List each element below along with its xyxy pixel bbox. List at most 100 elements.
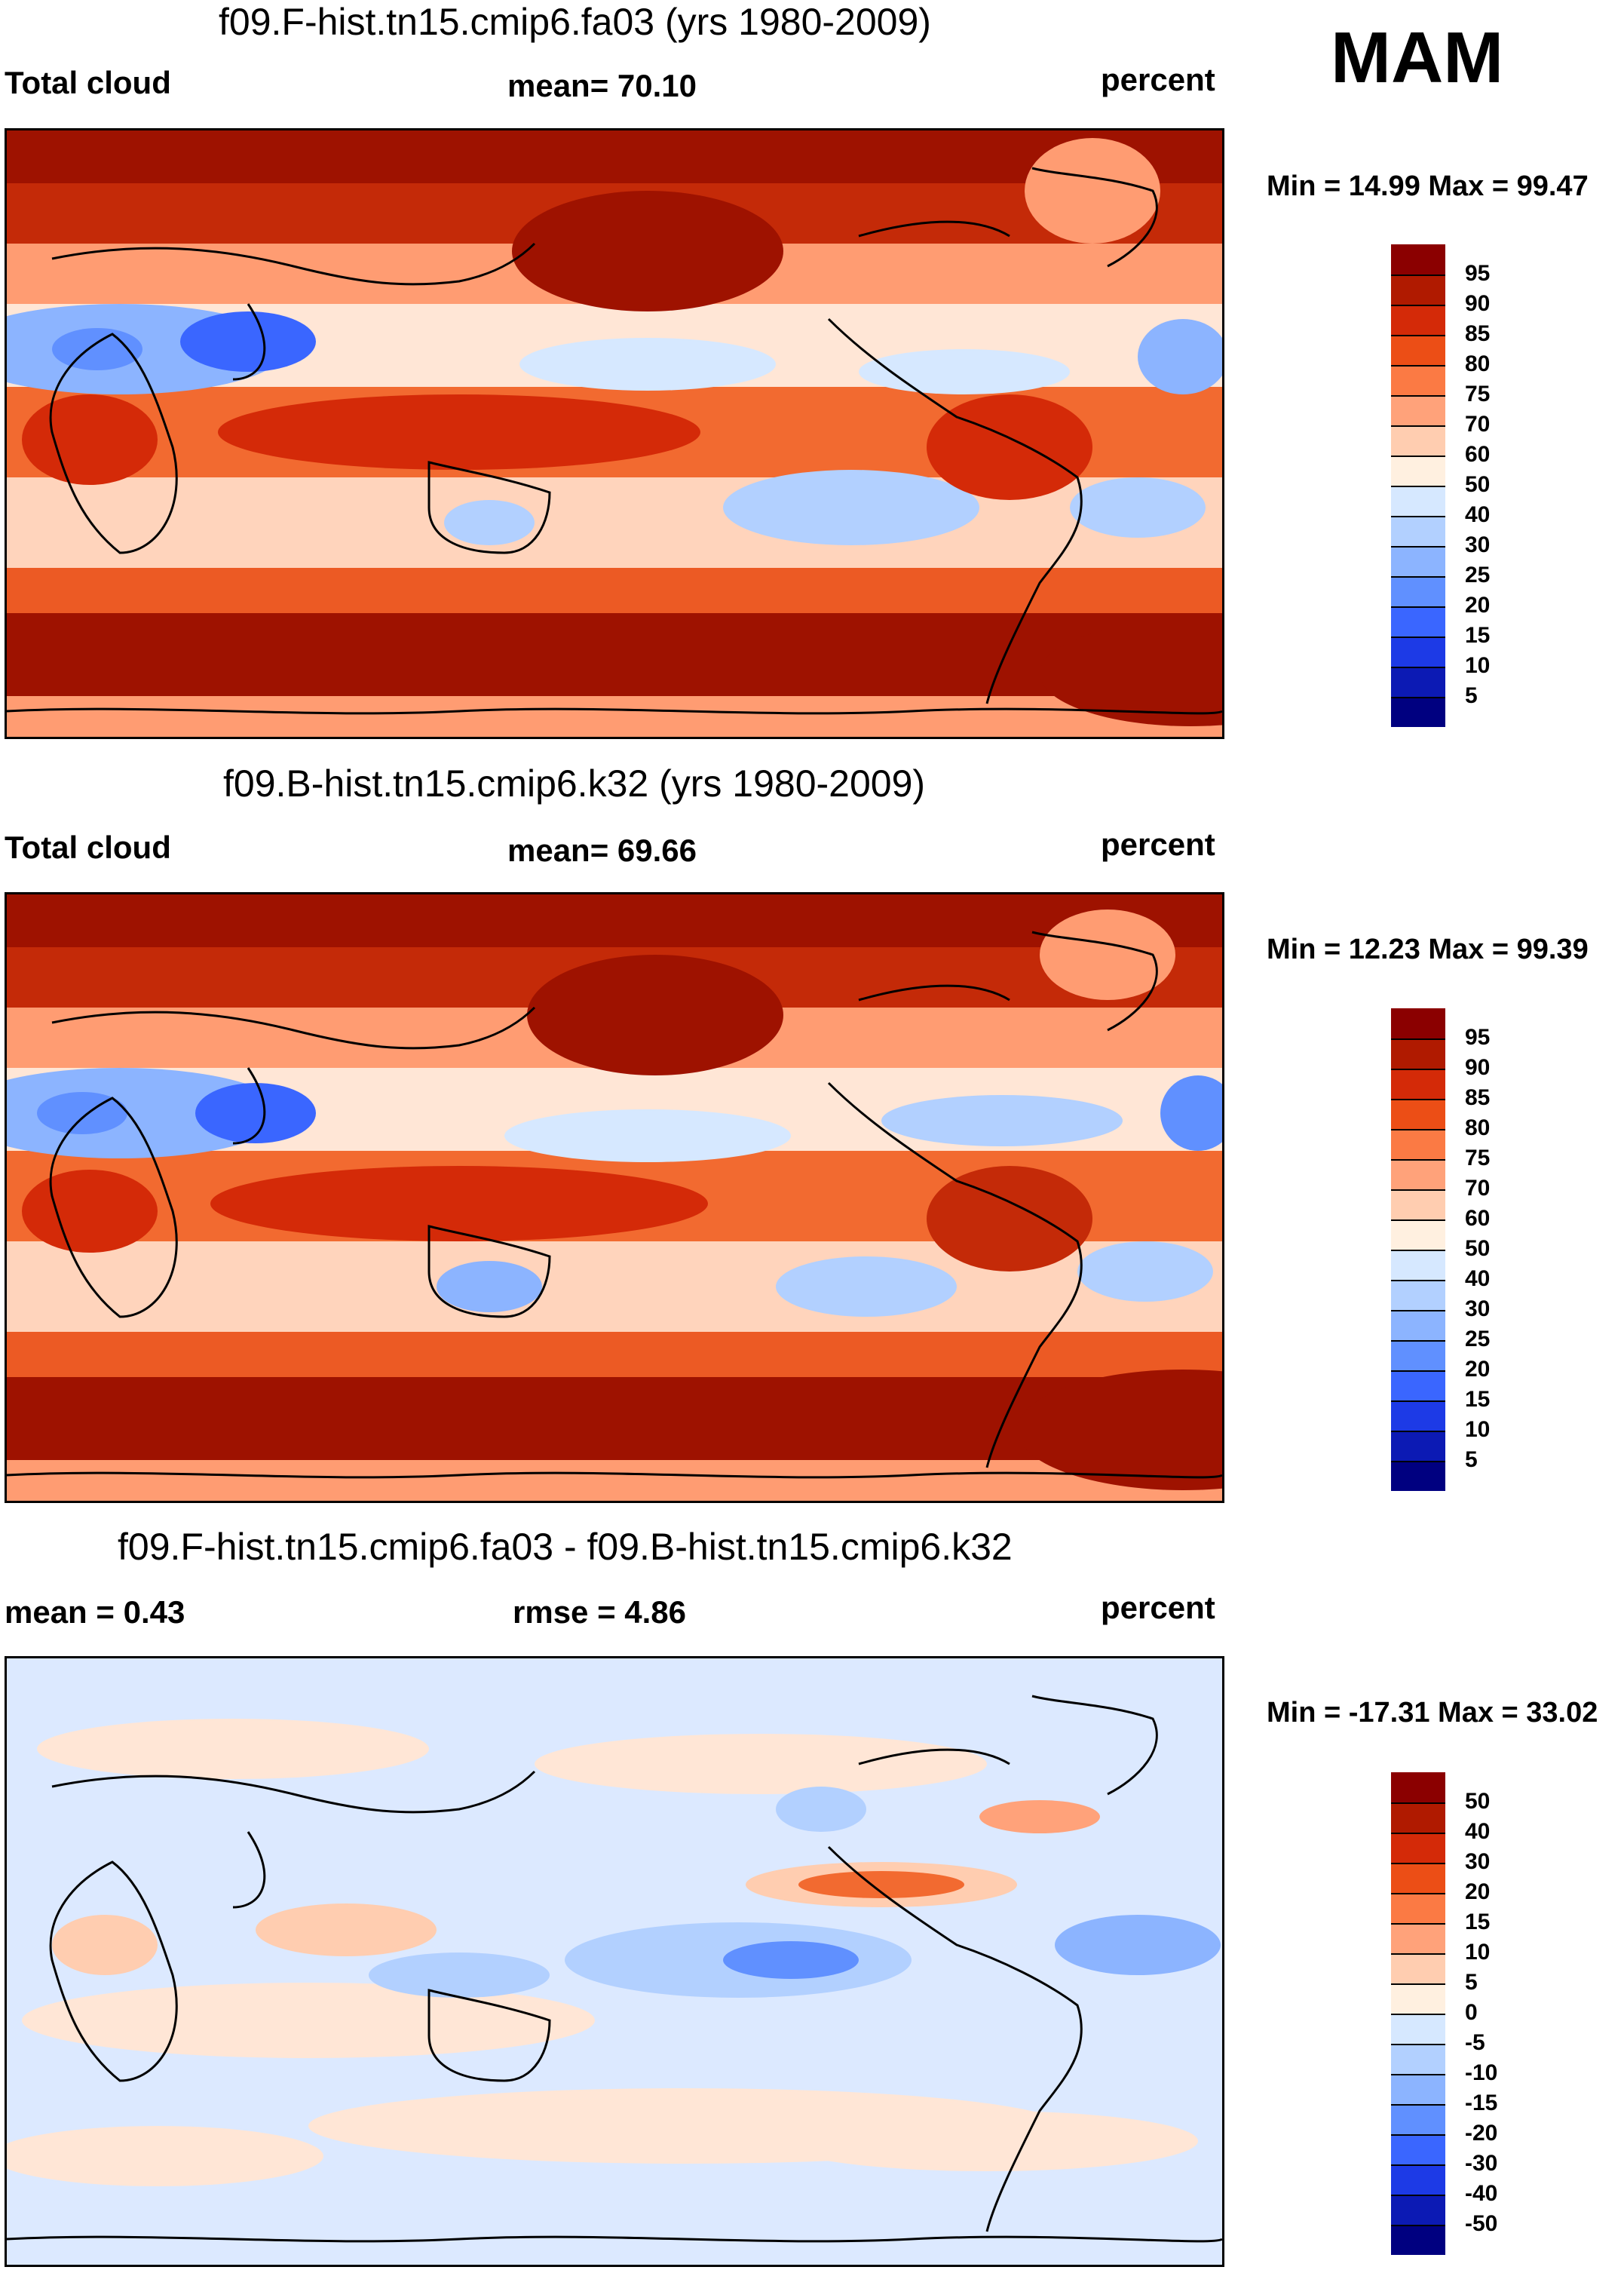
panel-3-map: [5, 1656, 1224, 2267]
panel-3-colorbar-label: -5: [1465, 2030, 1485, 2055]
panel-1-colorbar-swatch: [1391, 425, 1445, 456]
panel-1-colorbar-swatch: [1391, 697, 1445, 727]
panel-2-colorbar-label: 95: [1465, 1025, 1491, 1050]
panel-3-colorbar-swatch: [1391, 1953, 1445, 1983]
panel-1-title: f09.F-hist.tn15.cmip6.fa03 (yrs 1980-200…: [219, 1, 931, 43]
panel-1-colorbar-swatch: [1391, 546, 1445, 576]
panel-2-colorbar: 95 90 85 80 75 70 60 50 40 30 25 20 15 10 5: [1391, 1008, 1617, 1491]
panel-3-mean-label: mean = 0.43: [5, 1594, 185, 1630]
panel-1-colorbar-swatch: [1391, 637, 1445, 667]
panel-2-colorbar-swatch: [1391, 1280, 1445, 1310]
panel-2-colorbar-label: 15: [1465, 1387, 1491, 1412]
panel-1-colorbar-label: 60: [1465, 442, 1491, 467]
panel-3-colorbar-swatch: [1391, 1833, 1445, 1863]
panel-2-colorbar-label: 50: [1465, 1236, 1491, 1261]
panel-2-colorbar-swatch: [1391, 1099, 1445, 1129]
panel-3-colorbar-label: -50: [1465, 2211, 1498, 2236]
panel-3-colorbar-label: 10: [1465, 1940, 1491, 1965]
panel-3-colorbar-label: 20: [1465, 1879, 1491, 1904]
panel-3-title: f09.F-hist.tn15.cmip6.fa03 - f09.B-hist.…: [118, 1526, 1013, 1568]
panel-3-rmse-label: rmse = 4.86: [513, 1594, 687, 1630]
panel-3-colorbar-label: -15: [1465, 2091, 1498, 2115]
panel-3-units-label: percent: [1101, 1590, 1215, 1625]
panel-1-colorbar-label: 50: [1465, 472, 1491, 497]
panel-2-colorbar-label: 75: [1465, 1146, 1491, 1170]
panel-2-colorbar-swatch: [1391, 1219, 1445, 1250]
panel-1-map-field: [7, 130, 1222, 737]
season-label: MAM: [1331, 17, 1504, 98]
panel-1-minmax: Min = 14.99 Max = 99.47: [1267, 170, 1589, 202]
panel-2-colorbar-swatch: [1391, 1008, 1445, 1038]
panel-2-colorbar-swatch: [1391, 1400, 1445, 1431]
panel-2-colorbar-swatch: [1391, 1461, 1445, 1491]
panel-2-colorbar-label: 10: [1465, 1417, 1491, 1442]
panel-1-units-label: percent: [1101, 62, 1215, 97]
panel-3-colorbar-label: 15: [1465, 1910, 1491, 1934]
panel-2-colorbar-swatch: [1391, 1038, 1445, 1069]
panel-2-title: f09.B-hist.tn15.cmip6.k32 (yrs 1980-2009…: [223, 762, 926, 805]
panel-1-colorbar-swatch: [1391, 667, 1445, 697]
panel-2-colorbar-label: 20: [1465, 1357, 1491, 1382]
panel-3-colorbar-swatch: [1391, 1983, 1445, 2014]
panel-3-colorbar-label: -30: [1465, 2151, 1498, 2176]
panel-3-colorbar-label: -10: [1465, 2060, 1498, 2085]
panel-3-colorbar-swatch: [1391, 2195, 1445, 2225]
panel-3-colorbar-swatch: [1391, 1893, 1445, 1923]
panel-2-colorbar-swatch: [1391, 1129, 1445, 1159]
panel-3-colorbar-swatch: [1391, 1772, 1445, 1802]
panel-2-colorbar-swatch: [1391, 1069, 1445, 1099]
panel-3-colorbar-swatch: [1391, 2104, 1445, 2134]
panel-1-colorbar-label: 80: [1465, 351, 1491, 376]
panel-1-colorbar-label: 90: [1465, 291, 1491, 316]
panel-1-colorbar-label: 95: [1465, 261, 1491, 286]
panel-2-map-field: [7, 894, 1222, 1501]
panel-2-colorbar-label: 60: [1465, 1206, 1491, 1231]
panel-1-colorbar-label: 75: [1465, 382, 1491, 406]
panel-3-colorbar-label: -20: [1465, 2121, 1498, 2146]
panel-2-colorbar-label: 40: [1465, 1266, 1491, 1291]
panel-3-colorbar-swatch: [1391, 2134, 1445, 2164]
panel-1-mean-label: mean= 70.10: [507, 68, 697, 103]
panel-1-colorbar-swatch: [1391, 456, 1445, 486]
panel-1-map: [5, 128, 1224, 739]
panel-2-colorbar-label: 80: [1465, 1115, 1491, 1140]
panel-2-colorbar-swatch: [1391, 1370, 1445, 1400]
panel-2-units-label: percent: [1101, 827, 1215, 862]
panel-2-colorbar-label: 30: [1465, 1296, 1491, 1321]
panel-1-colorbar-label: 5: [1465, 683, 1478, 708]
panel-1-colorbar-swatch: [1391, 486, 1445, 516]
panel-2-colorbar-label: 25: [1465, 1327, 1491, 1351]
panel-2-colorbar-label: 70: [1465, 1176, 1491, 1201]
panel-3-minmax: Min = -17.31 Max = 33.02: [1267, 1697, 1598, 1729]
panel-3-colorbar: 50 40 30 20 15 10 5 0 -5 -10 -15 -20 -30 -40 -50: [1391, 1772, 1617, 2255]
panel-1-colorbar-swatch: [1391, 305, 1445, 335]
panel-3-map-field: [7, 1658, 1222, 2265]
panel-1-colorbar-label: 25: [1465, 563, 1491, 587]
panel-1-colorbar-swatch: [1391, 365, 1445, 395]
panel-1-colorbar-swatch: [1391, 516, 1445, 546]
panel-3-colorbar-swatch: [1391, 2225, 1445, 2255]
panel-3-colorbar-label: 40: [1465, 1819, 1491, 1844]
panel-1-colorbar-label: 70: [1465, 412, 1491, 437]
panel-2-colorbar-label: 90: [1465, 1055, 1491, 1080]
panel-3-colorbar-label: 0: [1465, 2000, 1478, 2025]
panel-2-colorbar-swatch: [1391, 1431, 1445, 1461]
panel-2-colorbar-swatch: [1391, 1310, 1445, 1340]
panel-3-colorbar-swatch: [1391, 1923, 1445, 1953]
panel-1-colorbar-label: 30: [1465, 532, 1491, 557]
panel-3-colorbar-swatch: [1391, 2164, 1445, 2195]
panel-2-colorbar-label: 85: [1465, 1085, 1491, 1110]
panel-2-minmax: Min = 12.23 Max = 99.39: [1267, 934, 1589, 965]
panel-1-variable-label: Total cloud: [5, 65, 171, 100]
panel-1-colorbar-swatch: [1391, 576, 1445, 606]
panel-2-colorbar-label: 5: [1465, 1447, 1478, 1472]
panel-1-colorbar-swatch: [1391, 275, 1445, 305]
panel-3-colorbar-swatch: [1391, 2044, 1445, 2074]
panel-3-colorbar-swatch: [1391, 1802, 1445, 1833]
panel-1-colorbar-label: 10: [1465, 653, 1491, 678]
panel-3-colorbar-swatch: [1391, 1863, 1445, 1893]
panel-2-colorbar-swatch: [1391, 1159, 1445, 1189]
panel-3-colorbar-swatch: [1391, 2014, 1445, 2044]
panel-1-colorbar-label: 85: [1465, 321, 1491, 346]
panel-3-colorbar-label: 5: [1465, 1970, 1478, 1995]
